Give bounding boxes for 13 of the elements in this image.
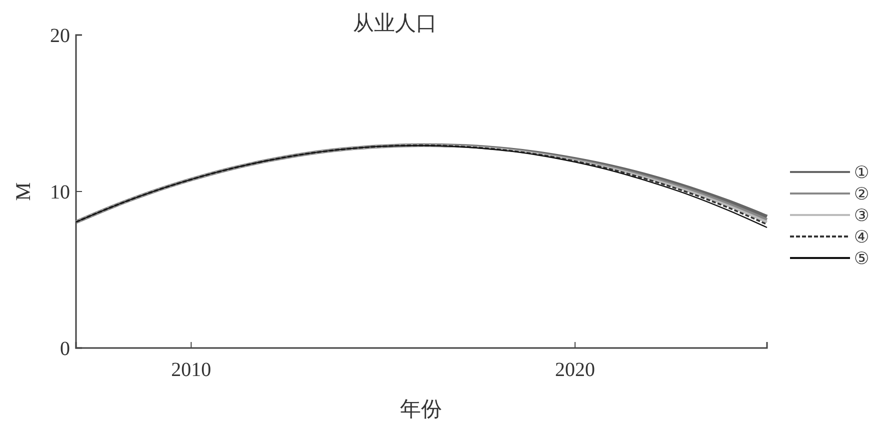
- legend-label: ⑤: [854, 249, 869, 268]
- legend-label: ①: [854, 163, 869, 182]
- y-tick-label: 10: [50, 182, 70, 204]
- legend-label: ③: [854, 206, 869, 225]
- chart-title: 从业人口: [353, 11, 437, 35]
- x-axis-title: 年份: [400, 397, 442, 421]
- x-tick-label: 2010: [171, 359, 212, 381]
- y-tick-label: 0: [60, 338, 70, 360]
- legend-label: ④: [854, 228, 869, 246]
- y-axis-title: M: [11, 182, 35, 201]
- legend-label: ②: [854, 184, 869, 204]
- y-tick-label: 20: [50, 25, 70, 47]
- x-tick-label: 2020: [555, 359, 596, 381]
